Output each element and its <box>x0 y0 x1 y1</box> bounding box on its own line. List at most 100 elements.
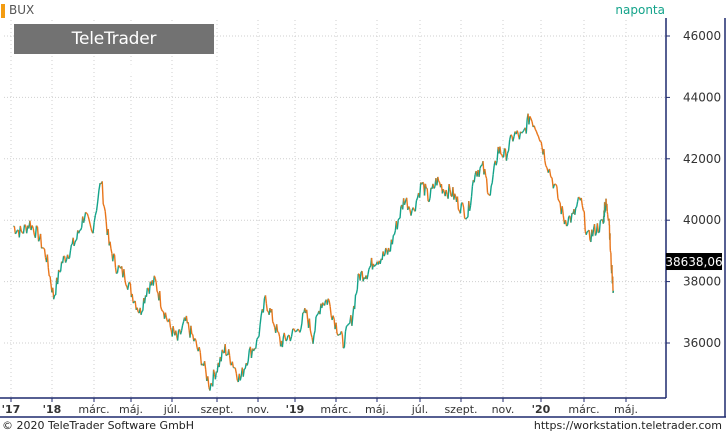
price-segment <box>471 197 472 205</box>
price-segment <box>329 301 330 307</box>
price-segment <box>79 230 80 233</box>
source-url[interactable]: https://workstation.teletrader.com <box>534 419 722 432</box>
price-segment <box>336 323 337 333</box>
price-segment <box>104 207 105 212</box>
price-segment <box>316 315 317 317</box>
price-segment <box>578 197 579 198</box>
price-segment <box>287 336 288 340</box>
price-segment <box>126 285 127 287</box>
frequency-label[interactable]: naponta <box>615 3 665 17</box>
price-segment <box>211 383 212 384</box>
price-segment <box>589 230 590 240</box>
price-segment <box>90 224 91 228</box>
price-segment <box>598 232 599 233</box>
price-segment <box>541 142 542 148</box>
price-segment <box>119 265 120 266</box>
price-segment <box>70 251 71 258</box>
price-segment <box>330 306 331 315</box>
x-tick-label: máj. <box>614 403 638 416</box>
price-segment <box>539 137 540 140</box>
price-segment <box>102 181 103 204</box>
price-segment <box>449 184 450 190</box>
price-segment <box>25 225 26 226</box>
price-segment <box>16 230 17 232</box>
price-segment <box>45 249 46 258</box>
price-segment <box>160 291 161 306</box>
price-segment <box>137 308 138 312</box>
price-segment <box>71 244 72 245</box>
price-segment <box>511 135 512 136</box>
price-segment <box>182 325 183 330</box>
y-tick-label: 46000 <box>683 29 721 43</box>
price-segment <box>286 340 287 341</box>
copyright-text: © 2020 TeleTrader Software GmbH <box>2 419 194 432</box>
price-segment <box>427 188 428 201</box>
price-segment <box>173 326 174 331</box>
price-segment <box>584 211 585 231</box>
price-segment <box>300 329 301 332</box>
price-segment <box>530 116 531 118</box>
price-segment <box>328 299 329 301</box>
x-tick-label: júl. <box>163 403 181 416</box>
symbol-label[interactable]: BUX <box>9 3 34 17</box>
price-segment <box>157 291 158 293</box>
price-segment <box>141 311 142 315</box>
price-segment <box>488 193 489 195</box>
price-segment <box>176 331 177 336</box>
price-segment <box>356 289 357 293</box>
price-segment <box>357 274 358 289</box>
x-tick-label: márc. <box>320 403 351 416</box>
price-segment <box>70 245 71 251</box>
price-segment <box>88 217 89 220</box>
price-segment <box>229 349 230 356</box>
price-segment <box>125 281 126 285</box>
price-segment <box>492 174 493 183</box>
price-segment <box>593 229 594 236</box>
y-tick-label: 38000 <box>683 275 721 289</box>
price-segment <box>309 319 310 330</box>
price-segment <box>583 211 584 212</box>
price-segment <box>470 205 471 211</box>
x-tick-label: máj. <box>119 403 143 416</box>
price-segment <box>386 248 387 251</box>
price-segment <box>466 218 467 219</box>
price-segment <box>235 368 236 373</box>
price-segment <box>110 242 111 249</box>
price-segment <box>567 225 568 226</box>
price-segment <box>156 283 157 292</box>
price-segment <box>348 324 349 326</box>
price-segment <box>142 311 143 312</box>
price-segment <box>266 304 267 311</box>
price-segment <box>222 350 223 352</box>
price-segment <box>43 248 44 249</box>
price-segment <box>458 210 459 211</box>
price-segment <box>15 233 16 234</box>
price-segment <box>367 275 368 280</box>
price-segment <box>575 208 576 215</box>
price-segment <box>443 189 444 191</box>
price-segment <box>539 140 540 142</box>
price-segment <box>502 154 503 157</box>
y-tick-label: 36000 <box>683 336 721 350</box>
price-segment <box>480 166 481 169</box>
price-segment <box>108 229 109 245</box>
price-segment <box>87 214 88 217</box>
price-segment <box>343 348 344 349</box>
x-tick-label: szept. <box>444 403 477 416</box>
y-tick-label: 44000 <box>683 90 721 104</box>
price-segment <box>165 313 166 318</box>
x-tick-label: júl. <box>411 403 429 416</box>
price-segment <box>230 356 231 365</box>
price-segment <box>162 310 163 311</box>
price-segment <box>69 258 70 259</box>
price-segment <box>313 335 314 344</box>
price-segment <box>293 329 294 330</box>
price-segment <box>472 186 473 197</box>
price-segment <box>232 362 233 368</box>
price-segment <box>397 220 398 229</box>
x-tick-label: nov. <box>247 403 270 416</box>
price-segment <box>215 372 216 380</box>
price-segment <box>66 260 67 263</box>
price-segment <box>551 177 552 178</box>
price-segment <box>355 295 356 309</box>
